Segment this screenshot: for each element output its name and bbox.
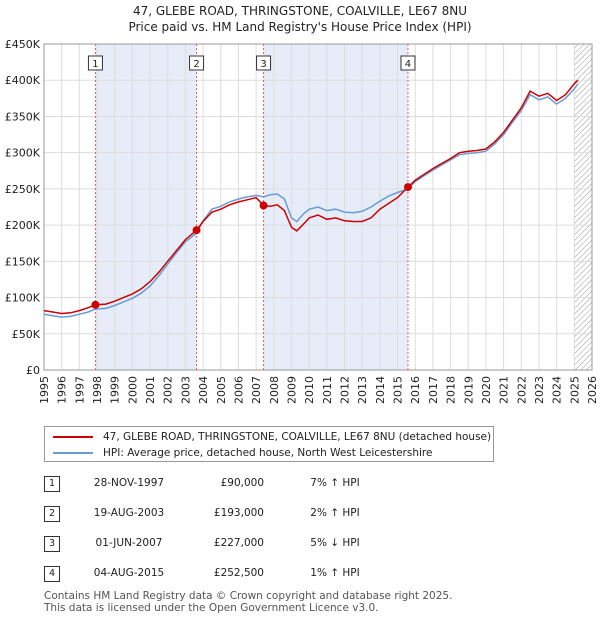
x-tick-label: 2019: [462, 376, 475, 404]
sale-number-box: [87, 55, 103, 71]
y-tick-label: £400K: [5, 74, 41, 87]
x-tick-label: 2024: [551, 376, 564, 404]
sale-price: £227,000: [213, 537, 264, 549]
property-price-line: [43, 79, 579, 315]
sale-point: [91, 300, 100, 309]
x-tick-label: 2022: [515, 376, 528, 404]
sale-date: 01-JUN-2007: [95, 537, 163, 549]
sale-hpi-diff: 1% ↑ HPI: [310, 567, 360, 579]
sale-point: [403, 183, 412, 192]
x-tick-label: 2007: [250, 376, 263, 404]
future-hatch: [574, 44, 592, 370]
legend-swatch-hpi: [53, 452, 93, 454]
legend-swatch-property: [53, 436, 93, 438]
x-tick-label: 2021: [498, 376, 511, 404]
chart-title: 47, GLEBE ROAD, THRINGSTONE, COALVILLE, …: [132, 4, 468, 18]
sale-hpi-diff: 7% ↑ HPI: [310, 477, 360, 489]
x-tick-label: 2009: [285, 376, 298, 404]
x-tick-label: 2023: [533, 376, 546, 404]
sale-price: £252,500: [213, 567, 264, 579]
x-tick-label: 1998: [91, 376, 104, 404]
sale-number-label: 3: [260, 59, 266, 70]
sale-date: 28-NOV-1997: [93, 477, 165, 489]
x-tick-label: 2005: [215, 376, 228, 404]
sale-point: [192, 226, 201, 235]
x-tick-label: 2003: [179, 376, 192, 404]
x-tick-label: 1996: [56, 376, 69, 404]
table-row: 2 19-AUG-2003 £193,000 2% ↑ HPI: [44, 504, 464, 524]
table-row: 3 01-JUN-2007 £227,000 5% ↓ HPI: [44, 534, 464, 554]
sale-number-label: 1: [92, 59, 98, 70]
x-tick-label: 1997: [73, 376, 86, 404]
x-tick-label: 2006: [232, 376, 245, 404]
sale-number-badge: 3: [44, 536, 60, 552]
sale-hpi-diff: 2% ↑ HPI: [310, 507, 360, 519]
x-tick-label: 1999: [109, 376, 122, 404]
plot-frame: [43, 43, 593, 371]
sale-number-box: [400, 55, 416, 71]
y-tick-label: £100K: [5, 292, 41, 305]
sale-point: [259, 201, 268, 210]
x-tick-label: 2001: [144, 376, 157, 404]
legend-label-property: 47, GLEBE ROAD, THRINGSTONE, COALVILLE, …: [103, 431, 492, 443]
footer-license: This data is licensed under the Open Gov…: [44, 602, 379, 614]
x-tick-label: 2004: [197, 376, 210, 404]
legend: 47, GLEBE ROAD, THRINGSTONE, COALVILLE, …: [44, 426, 494, 462]
x-tick-label: 2014: [374, 376, 387, 404]
x-tick-label: 2016: [409, 376, 422, 404]
x-tick-label: 2012: [339, 376, 352, 404]
x-tick-label: 1995: [38, 376, 51, 404]
x-tick-label: 2002: [162, 376, 175, 404]
table-row: 4 04-AUG-2015 £252,500 1% ↑ HPI: [44, 564, 464, 584]
ownership-period-shade: [263, 44, 408, 370]
sale-number-label: 2: [193, 59, 199, 70]
y-tick-label: £150K: [5, 255, 41, 268]
y-tick-label: £250K: [5, 183, 41, 196]
x-tick-label: 2020: [480, 376, 493, 404]
sale-date: 04-AUG-2015: [93, 567, 165, 579]
sale-hpi-diff: 5% ↓ HPI: [310, 537, 360, 549]
x-tick-label: 2018: [445, 376, 458, 404]
hpi-line: [43, 83, 579, 318]
price-chart: £0 £50K £100K £150K £200K £250K £300K £350K £400…: [5, 38, 599, 404]
y-tick-label: £200K: [5, 219, 41, 232]
sale-number-label: 4: [405, 59, 411, 70]
sale-date: 19-AUG-2003: [93, 507, 165, 519]
sale-number-badge: 1: [44, 476, 60, 492]
y-tick-label: £450K: [5, 38, 41, 51]
x-tick-label: 2026: [586, 376, 599, 404]
y-tick-label: £0: [26, 364, 40, 377]
y-tick-label: £300K: [5, 147, 41, 160]
x-tick-label: 2000: [126, 376, 139, 404]
ownership-period-shade: [95, 44, 197, 370]
table-row: 1 28-NOV-1997 £90,000 7% ↑ HPI: [44, 474, 464, 494]
legend-label-hpi: HPI: Average price, detached house, Nort…: [103, 447, 433, 459]
sale-number-box: [256, 55, 272, 71]
x-tick-label: 2015: [392, 376, 405, 404]
sale-number-badge: 2: [44, 506, 60, 522]
footer-copyright: Contains HM Land Registry data © Crown c…: [44, 590, 453, 602]
legend-item-hpi: HPI: Average price, detached house, Nort…: [53, 445, 432, 461]
y-tick-label: £350K: [5, 110, 41, 123]
x-tick-label: 2017: [427, 376, 440, 404]
x-tick-label: 2008: [268, 376, 281, 404]
sale-price: £90,000: [220, 477, 264, 489]
chart-subtitle: Price paid vs. HM Land Registry's House …: [128, 20, 472, 34]
sale-number-badge: 4: [44, 566, 60, 582]
x-tick-label: 2011: [321, 376, 334, 404]
x-tick-label: 2025: [568, 376, 581, 404]
sale-price: £193,000: [213, 507, 264, 519]
y-tick-label: £50K: [12, 328, 41, 341]
x-tick-label: 2013: [356, 376, 369, 404]
legend-item-property: 47, GLEBE ROAD, THRINGSTONE, COALVILLE, …: [53, 429, 491, 445]
sale-number-box: [189, 55, 205, 71]
x-tick-label: 2010: [303, 376, 316, 404]
